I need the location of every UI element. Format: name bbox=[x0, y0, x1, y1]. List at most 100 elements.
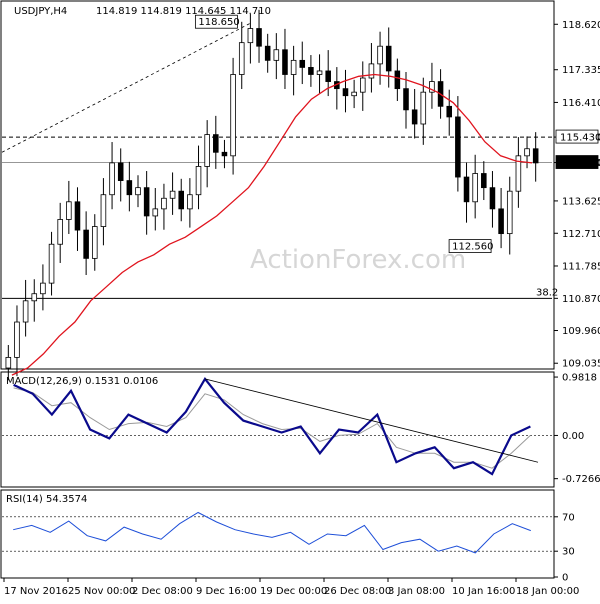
candle-body bbox=[109, 162, 115, 196]
candle-body bbox=[91, 226, 98, 259]
rsi-tick-label: 0 bbox=[562, 573, 568, 584]
price-annotations: 118.650 112.560 bbox=[1, 14, 493, 253]
macd-label: MACD(12,26,9) 0.1531 0.0106 bbox=[6, 376, 158, 387]
price-tick-label: 109.960 bbox=[562, 326, 600, 337]
time-tick-label: 18 Jan 00:00 bbox=[516, 586, 579, 597]
level-price-box bbox=[555, 129, 599, 144]
candle-body bbox=[264, 45, 271, 61]
candle-body bbox=[14, 321, 20, 358]
candle-body bbox=[290, 59, 297, 75]
candle-body bbox=[126, 180, 133, 196]
candle-body bbox=[230, 74, 236, 157]
candle-body bbox=[40, 282, 46, 295]
macd-panel-frame bbox=[0, 371, 555, 488]
price-tick-label: 117.335 bbox=[562, 65, 600, 76]
time-tick-label: 10 Jan 16:00 bbox=[452, 586, 515, 597]
time-tick-label: 9 Dec 16:00 bbox=[196, 586, 257, 597]
price-tick-label: 113.625 bbox=[562, 196, 600, 207]
candle-body bbox=[299, 59, 306, 68]
candle-body bbox=[532, 148, 539, 164]
price-tick-label: 116.410 bbox=[562, 98, 600, 109]
rsi-line bbox=[13, 511, 531, 554]
candle-body bbox=[498, 208, 504, 235]
macd-tick-label: -0.7266 bbox=[562, 474, 600, 485]
candle-body bbox=[342, 88, 349, 97]
price-annotation-label: 112.560 bbox=[452, 242, 493, 253]
candle-body bbox=[351, 91, 357, 97]
candle-body bbox=[446, 105, 453, 118]
candle-body bbox=[273, 49, 280, 61]
price-annotation-box bbox=[448, 239, 492, 253]
time-tick-label: 25 Nov 00:00 bbox=[68, 586, 135, 597]
macd-tick-label: 0.00 bbox=[562, 431, 584, 442]
candle-body bbox=[195, 166, 202, 196]
price-tick-label: 118.620 bbox=[562, 20, 600, 31]
ohlc-label: 114.819 114.819 114.645 114.710 bbox=[96, 6, 271, 17]
candle-body bbox=[524, 148, 530, 157]
candle-body bbox=[161, 197, 167, 210]
candle-body bbox=[187, 194, 193, 210]
candle-body bbox=[152, 208, 159, 217]
macd-main-line bbox=[13, 376, 531, 476]
macd-lines bbox=[13, 376, 539, 476]
candle-body bbox=[316, 70, 323, 75]
candles bbox=[5, 9, 539, 381]
rsi-axis: 70 30 0 bbox=[2, 512, 575, 584]
candle-body bbox=[169, 190, 176, 199]
candle-body bbox=[135, 187, 141, 196]
level-price-box bbox=[555, 155, 599, 169]
candle-body bbox=[455, 116, 461, 178]
time-tick-label: 17 Nov 2016 bbox=[4, 586, 68, 597]
candle-body bbox=[420, 91, 427, 125]
macd-signal-line bbox=[13, 387, 531, 469]
rsi-label: RSI(14) 54.3574 bbox=[6, 494, 87, 505]
candle-body bbox=[385, 45, 392, 72]
rsi-tick-label: 30 bbox=[562, 547, 575, 558]
candle-body bbox=[83, 229, 89, 259]
candle-body bbox=[472, 173, 478, 203]
macd-trendline bbox=[204, 378, 539, 463]
price-tick-label: 109.035 bbox=[562, 359, 600, 370]
candle-body bbox=[368, 63, 375, 79]
candle-body bbox=[221, 151, 228, 157]
price-tick-label: 111.785 bbox=[562, 261, 600, 272]
candle-body bbox=[506, 190, 513, 235]
candle-body bbox=[213, 134, 219, 153]
candle-body bbox=[66, 201, 72, 220]
candle-body bbox=[463, 176, 470, 203]
rsi-tick-label: 70 bbox=[562, 512, 575, 523]
candle-body bbox=[359, 77, 366, 93]
candle-body bbox=[377, 45, 383, 65]
level-price-label: 114.710 bbox=[560, 158, 600, 169]
candle-body bbox=[515, 155, 522, 192]
watermark: ActionForex.com bbox=[250, 245, 466, 275]
candle-body bbox=[247, 28, 254, 44]
candle-body bbox=[204, 134, 210, 167]
symbol-label: USDJPY,H4 bbox=[14, 6, 67, 17]
price-annotation-box bbox=[194, 14, 238, 29]
candle-body bbox=[74, 201, 81, 231]
candle-body bbox=[282, 49, 288, 75]
price-tick-label: 112.710 bbox=[562, 229, 600, 240]
level-price-label: 115.430 bbox=[560, 133, 600, 144]
ema-line bbox=[11, 73, 533, 376]
candle-body bbox=[489, 187, 496, 210]
rsi-panel-frame bbox=[0, 489, 555, 579]
candle-body bbox=[403, 88, 409, 111]
candle-body bbox=[256, 28, 262, 47]
candle-body bbox=[143, 187, 150, 217]
candle-body bbox=[481, 173, 487, 189]
dotted-trendline bbox=[1, 22, 251, 153]
candle-body bbox=[117, 162, 124, 181]
macd-axis: 0.9818 0.00 -0.7266 bbox=[2, 373, 600, 485]
time-axis: 17 Nov 2016 25 Nov 00:002 Dec 08:00 9 Dec … bbox=[3, 578, 579, 597]
candle-body bbox=[48, 243, 55, 284]
candle-body bbox=[325, 70, 331, 82]
time-tick-label: 2 Dec 08:00 bbox=[132, 586, 193, 597]
ema-line-group bbox=[11, 73, 533, 376]
rsi-lines bbox=[13, 511, 531, 554]
price-annotation-label: 118.650 bbox=[198, 17, 239, 28]
candle-body bbox=[178, 190, 185, 210]
candle-body bbox=[308, 67, 314, 75]
